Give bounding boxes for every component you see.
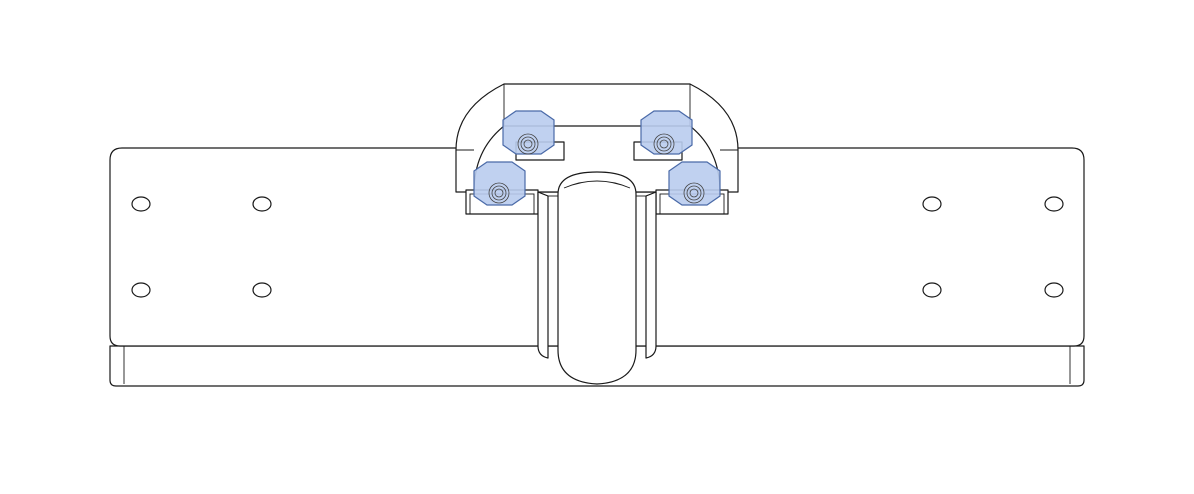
mounting-hole [1044,282,1064,298]
mounting-hole [1044,196,1064,212]
mounting-hole [131,196,151,212]
rail-channel [537,191,549,359]
rail-channel [645,191,657,359]
mounting-hole [922,282,942,298]
nuts [473,110,721,206]
mounting-hole [252,282,272,298]
mounting-hole [131,282,151,298]
hex-nut [668,161,721,206]
mounting-hole [252,196,272,212]
mounting-hole [922,196,942,212]
hex-nut [640,110,693,155]
mounting-holes [131,196,1064,298]
hex-nut [502,110,555,155]
rod [557,171,637,385]
hex-nut [473,161,526,206]
